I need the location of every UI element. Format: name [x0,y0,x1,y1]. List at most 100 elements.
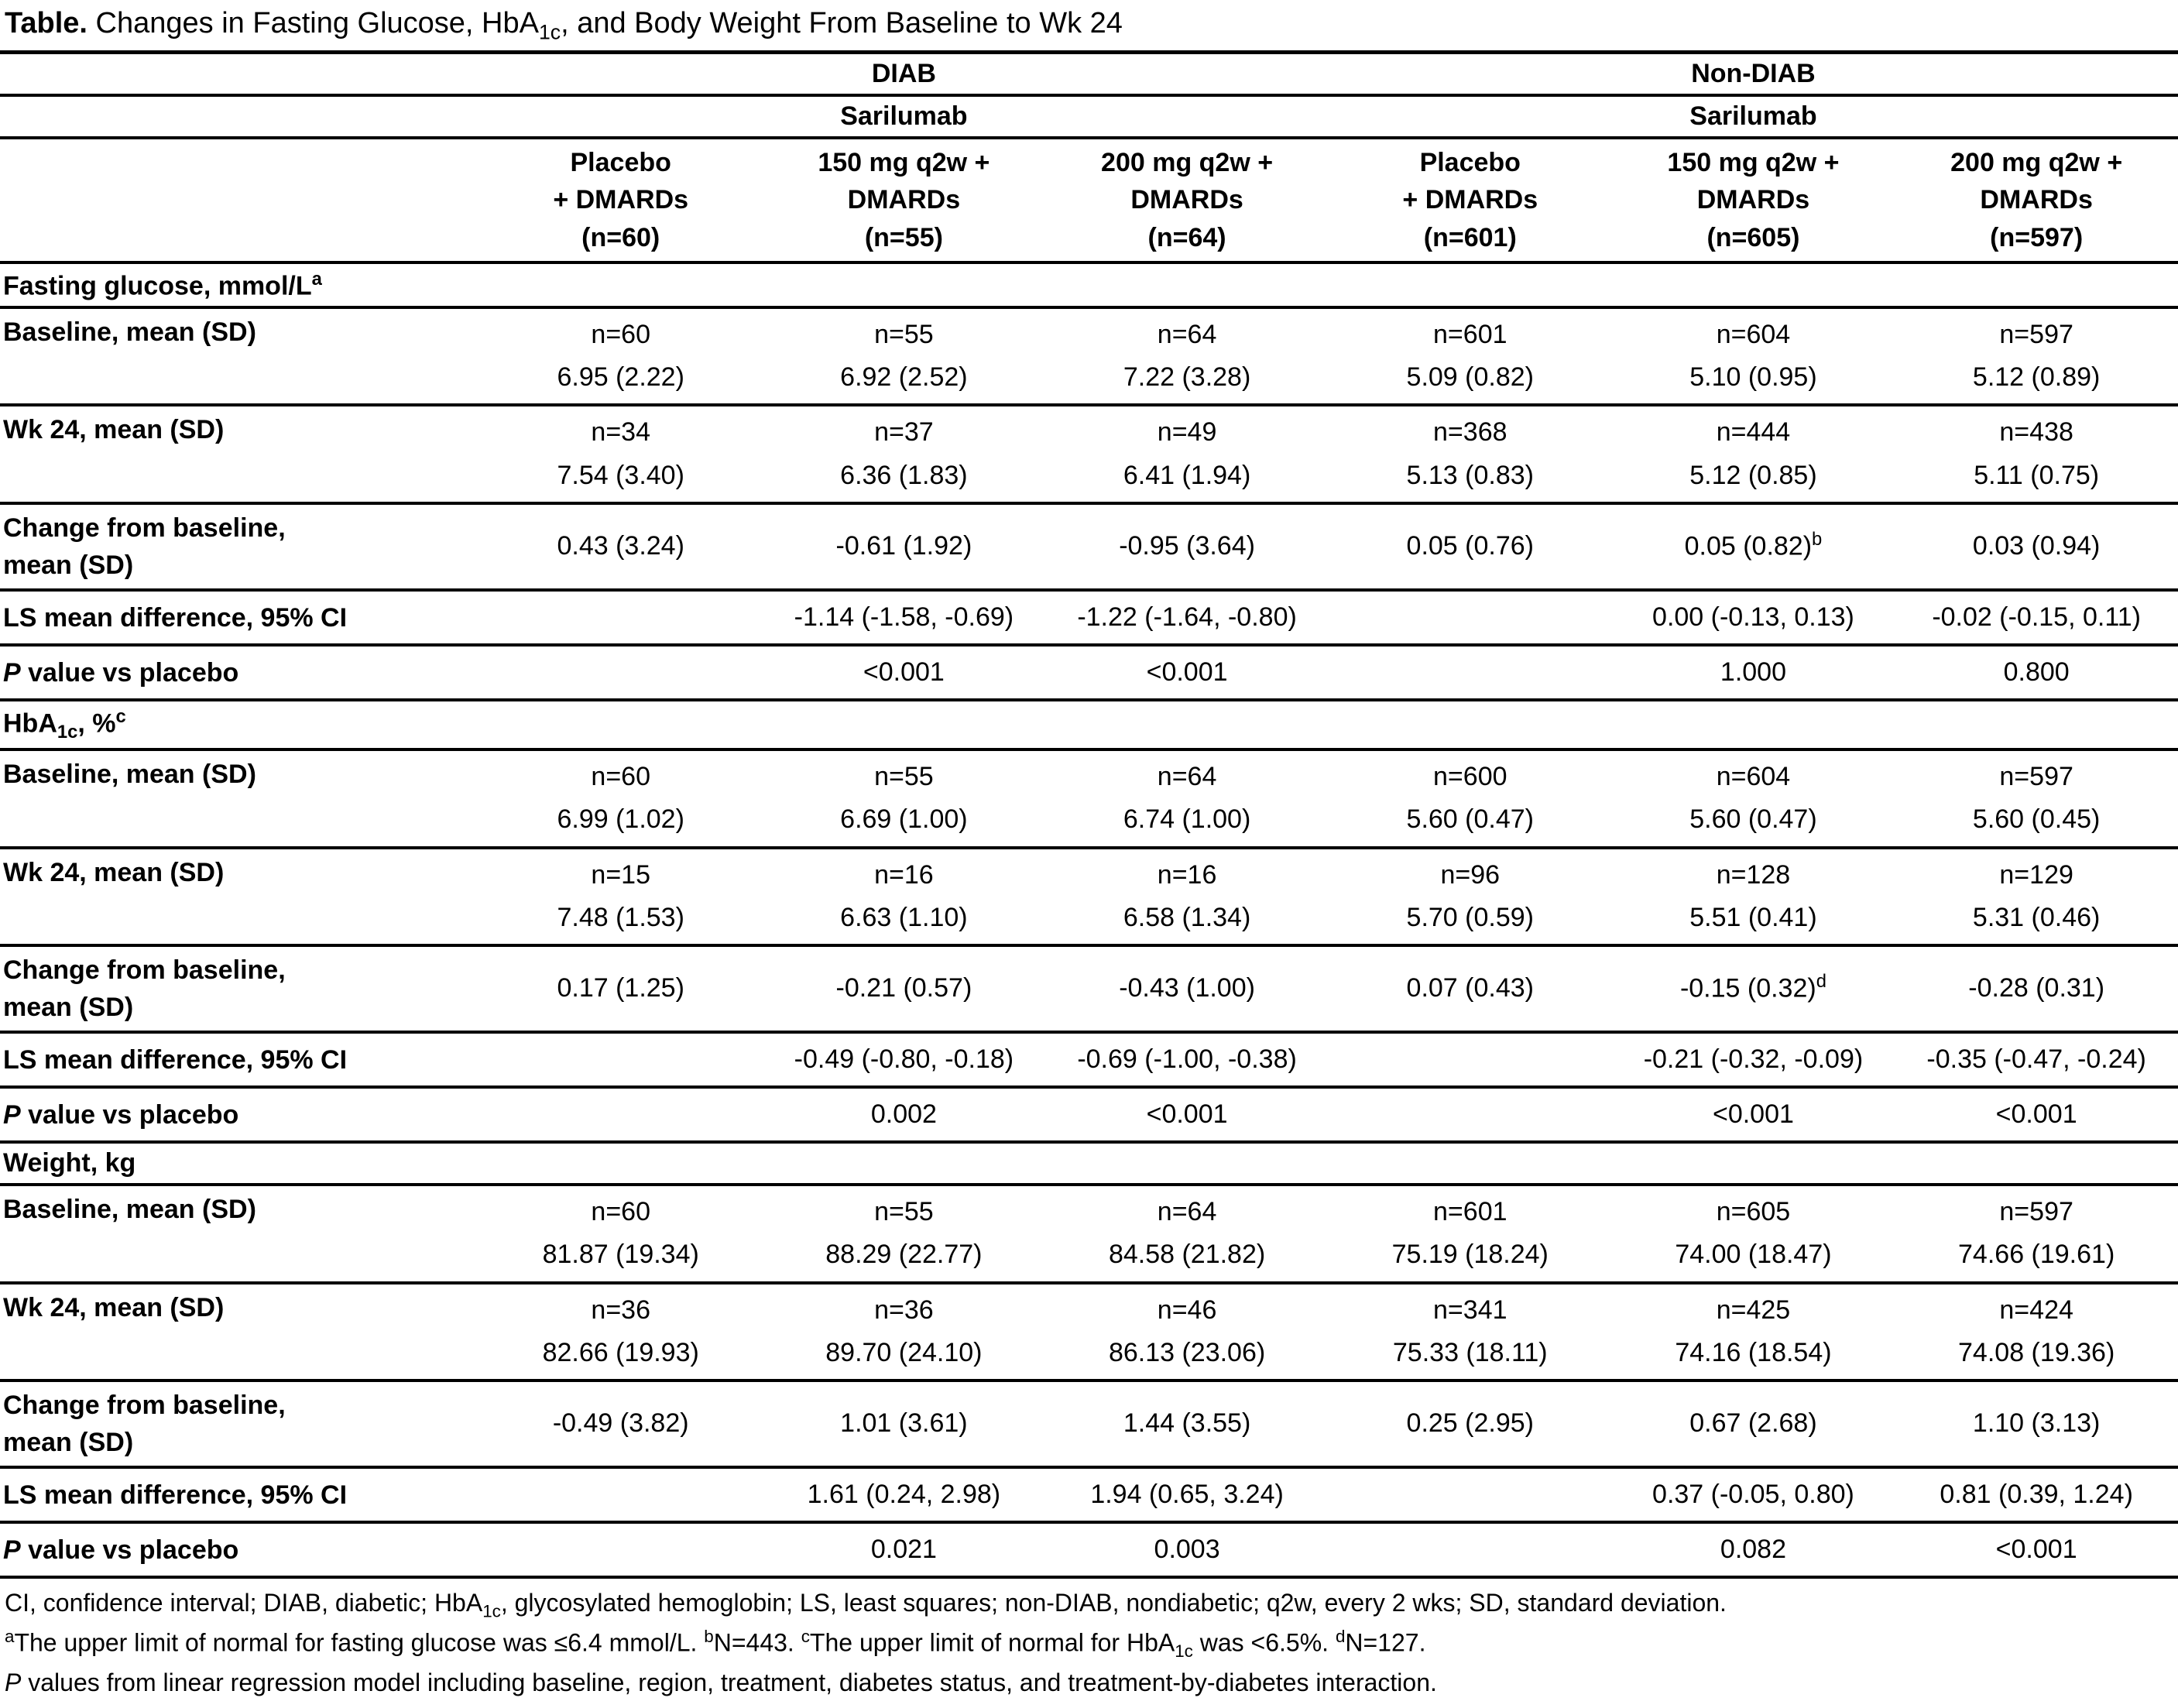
weight-row-baseline-mean-sd: Baseline, mean (SD) n=60 81.87 (19.34) n=55… [0,1185,2178,1284]
data-cell: 0.021 [762,1522,1046,1579]
data-cell: n=425 74.16 (18.54) [1611,1282,1895,1382]
fasting-glucose-row-wk24-mean-sd: Wk 24, mean (SD) n=34 7.54 (3.40) n=37 6.36 … [0,405,2178,505]
hba1c-row-p-value-vs-placebo: P value vs placebo 0.002 <0.001 <0.001 <0.00… [0,1087,2178,1144]
data-cell: 0.81 (0.39, 1.24) [1895,1467,2178,1525]
data-cell: -0.02 (-0.15, 0.11) [1895,590,2178,647]
data-cell: <0.001 [762,645,1046,702]
data-cell: n=605 74.00 (18.47) [1611,1185,1895,1284]
data-cell: 1.01 (3.61) [762,1380,1046,1470]
data-cell [1328,1032,1612,1089]
data-cell: n=49 6.41 (1.94) [1045,405,1329,505]
data-cell: n=60 81.87 (19.34) [478,1185,763,1284]
data-cell: n=37 6.36 (1.83) [762,405,1046,505]
data-cell: n=604 5.60 (0.47) [1611,749,1895,849]
data-cell [478,1087,763,1144]
hba1c-row-baseline-mean-sd: Baseline, mean (SD) n=60 6.99 (1.02) n=55 6.… [0,749,2178,849]
data-cell: 0.67 (2.68) [1611,1380,1895,1470]
data-cell: 1.44 (3.55) [1045,1380,1329,1470]
corner-cell [0,138,479,264]
row-label: Change from baseline, mean (SD) [0,945,479,1034]
column-header-6: 200 mg q2w + DMARDs (n=597) [1895,138,2178,264]
section-row-weight: Weight, kg [0,1142,2178,1187]
section-label-hba1c: HbA1c, %c [0,700,2178,752]
column-header-row: Placebo + DMARDs (n=60) 150 mg q2w + DMARDs(… [0,138,2178,264]
subgroup-header-sarilumab-diab: Sarilumab [478,95,1329,140]
data-cell: 0.05 (0.76) [1328,502,1612,592]
data-cell: n=16 6.58 (1.34) [1045,847,1329,947]
data-table: DIAB Non-DIAB Sarilumab Sarilumab Placeb… [0,50,2178,1579]
corner-cell [0,95,479,140]
row-label: Baseline, mean (SD) [0,307,479,407]
data-cell: n=36 82.66 (19.93) [478,1282,763,1382]
data-cell: n=341 75.33 (18.11) [1328,1282,1612,1382]
data-cell: n=438 5.11 (0.75) [1895,405,2178,505]
table-header: DIAB Non-DIAB Sarilumab Sarilumab Placeb… [0,52,2178,264]
data-cell: 1.10 (3.13) [1895,1380,2178,1470]
data-cell: n=34 7.54 (3.40) [478,405,763,505]
data-cell: 0.37 (-0.05, 0.80) [1611,1467,1895,1525]
column-header-3: 200 mg q2w + DMARDs (n=64) [1045,138,1329,264]
footnote-limits: aThe upper limit of normal for fasting g… [5,1627,1426,1662]
data-cell: 0.800 [1895,645,2178,702]
data-cell: 0.00 (-0.13, 0.13) [1611,590,1895,647]
row-label: Change from baseline, mean (SD) [0,502,479,592]
column-header-4: Placebo + DMARDs (n=601) [1328,138,1612,264]
data-cell: n=15 7.48 (1.53) [478,847,763,947]
data-cell: 1.61 (0.24, 2.98) [762,1467,1046,1525]
data-cell [478,645,763,702]
row-label: Wk 24, mean (SD) [0,847,479,947]
row-label: Wk 24, mean (SD) [0,1282,479,1382]
data-cell: 0.17 (1.25) [478,945,763,1034]
hba1c-row-ls-mean-difference: LS mean difference, 95% CI -0.49 (-0.80, … [0,1032,2178,1089]
data-cell [1328,1087,1612,1144]
row-label: Change from baseline, mean (SD) [0,1380,479,1470]
data-cell: 1.000 [1611,645,1895,702]
section-label-fasting-glucose: Fasting glucose, mmol/La [0,262,2178,310]
data-cell: 0.003 [1045,1522,1329,1579]
group-header-row: DIAB Non-DIAB [0,52,2178,98]
data-cell: 0.43 (3.24) [478,502,763,592]
data-cell: n=600 5.60 (0.47) [1328,749,1612,849]
data-cell: n=96 5.70 (0.59) [1328,847,1612,947]
data-cell: -0.49 (3.82) [478,1380,763,1470]
data-cell: -1.22 (-1.64, -0.80) [1045,590,1329,647]
data-cell: n=597 5.12 (0.89) [1895,307,2178,407]
data-cell: n=46 86.13 (23.06) [1045,1282,1329,1382]
column-header-5: 150 mg q2w + DMARDs (n=605) [1611,138,1895,264]
data-cell: -0.95 (3.64) [1045,502,1329,592]
data-cell: <0.001 [1895,1522,2178,1579]
data-cell [1328,1467,1612,1525]
data-cell: n=368 5.13 (0.83) [1328,405,1612,505]
column-header-2: 150 mg q2w + DMARDs (n=55) [762,138,1046,264]
table-body: Fasting glucose, mmol/La Baseline, mean (… [0,262,2178,1579]
data-cell: 0.05 (0.82)b [1611,502,1895,592]
data-cell: 0.002 [762,1087,1046,1144]
data-cell: 1.94 (0.65, 3.24) [1045,1467,1329,1525]
data-cell: n=16 6.63 (1.10) [762,847,1046,947]
section-row-fasting-glucose: Fasting glucose, mmol/La [0,262,2178,310]
row-label: LS mean difference, 95% CI [0,590,479,647]
corner-cell [0,52,479,98]
row-label: Wk 24, mean (SD) [0,405,479,505]
data-cell: 0.082 [1611,1522,1895,1579]
footnotes: CI, confidence interval; DIAB, diabetic;… [0,1579,2178,1708]
weight-row-p-value-vs-placebo: P value vs placebo 0.021 0.003 0.082 <0.001 [0,1522,2178,1579]
data-cell: n=55 6.92 (2.52) [762,307,1046,407]
data-cell [478,590,763,647]
data-cell: n=604 5.10 (0.95) [1611,307,1895,407]
subgroup-header-sarilumab-non-diab: Sarilumab [1328,95,2178,140]
data-cell: -0.21 (0.57) [762,945,1046,1034]
data-cell: n=128 5.51 (0.41) [1611,847,1895,947]
data-cell: n=60 6.99 (1.02) [478,749,763,849]
data-cell: n=64 6.74 (1.00) [1045,749,1329,849]
data-cell: <0.001 [1045,645,1329,702]
group-header-non-diab: Non-DIAB [1328,52,2178,98]
data-cell: -0.43 (1.00) [1045,945,1329,1034]
subgroup-header-row: Sarilumab Sarilumab [0,95,2178,140]
data-cell [478,1522,763,1579]
column-header-1: Placebo + DMARDs (n=60) [478,138,763,264]
data-cell: <0.001 [1611,1087,1895,1144]
hba1c-row-change-from-baseline: Change from baseline, mean (SD) 0.17 (1.25… [0,945,2178,1034]
data-cell: n=601 5.09 (0.82) [1328,307,1612,407]
data-cell: -0.69 (-1.00, -0.38) [1045,1032,1329,1089]
